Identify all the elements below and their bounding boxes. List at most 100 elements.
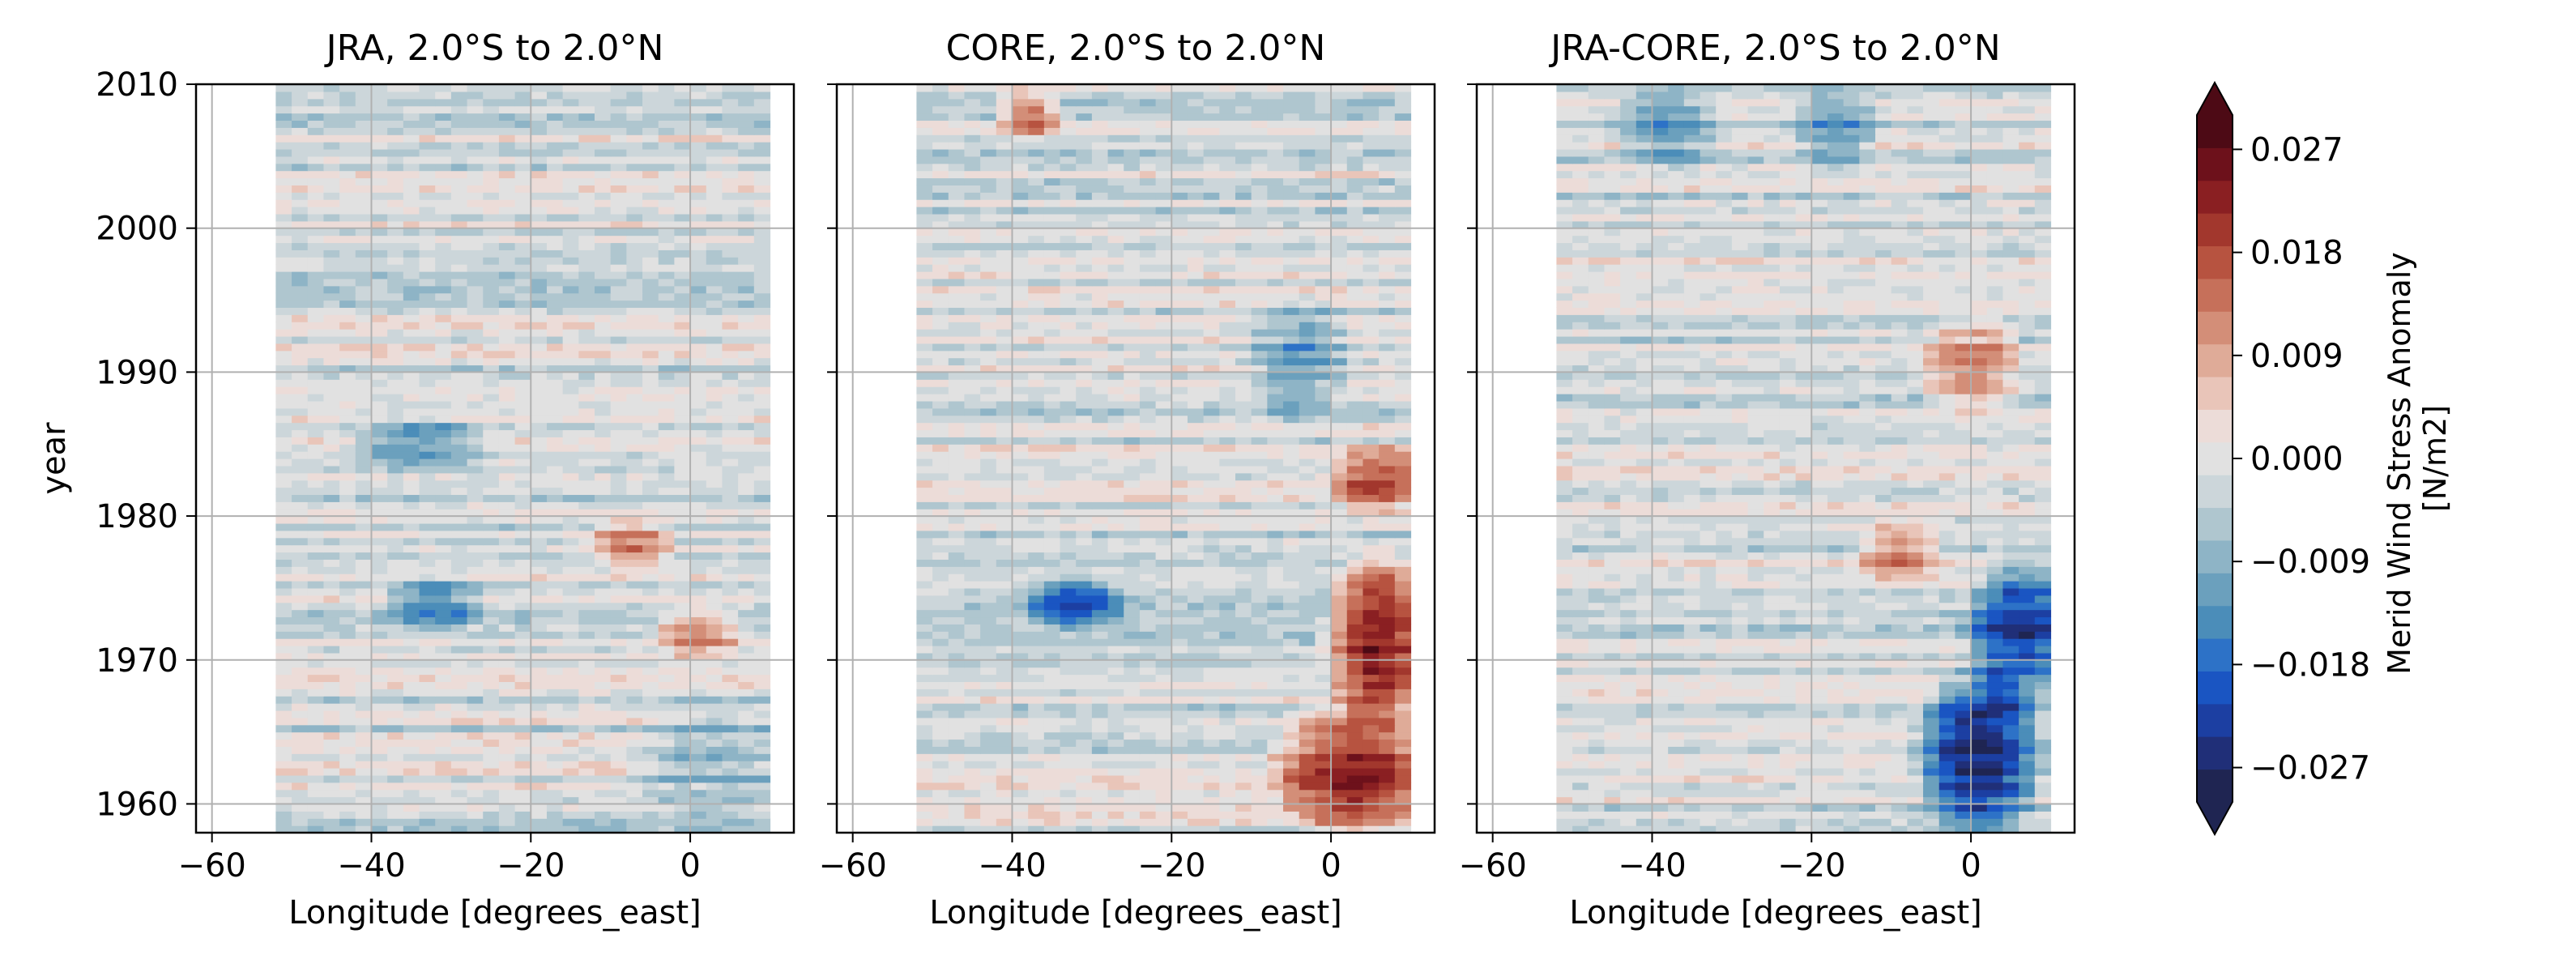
heatmap-cell <box>754 559 770 566</box>
heatmap-cell <box>403 301 420 308</box>
heatmap-cell <box>1235 782 1252 790</box>
heatmap-cell <box>1044 667 1060 675</box>
heatmap-cell <box>722 437 738 444</box>
heatmap-cell <box>1140 768 1156 775</box>
heatmap-cell <box>642 559 659 566</box>
heatmap-cell <box>323 271 339 279</box>
heatmap-cell <box>339 120 356 127</box>
heatmap-cell <box>1140 646 1156 653</box>
heatmap-cell <box>996 638 1013 646</box>
heatmap-cell <box>323 804 339 811</box>
heatmap-cell <box>754 775 770 782</box>
heatmap-cell <box>578 192 595 199</box>
heatmap-cell <box>420 379 436 386</box>
heatmap-cell <box>706 624 723 631</box>
heatmap-cell <box>980 488 996 495</box>
heatmap-cell <box>1283 646 1299 653</box>
heatmap-cell <box>690 286 706 293</box>
heatmap-cell <box>722 301 738 308</box>
heatmap-cell <box>515 386 531 394</box>
heatmap-cell <box>1252 516 1268 523</box>
heatmap-cell <box>308 423 324 430</box>
heatmap-cell <box>1219 624 1235 631</box>
heatmap-cell <box>1140 595 1156 603</box>
heatmap-cell <box>467 164 484 171</box>
heatmap-cell <box>1347 688 1363 696</box>
heatmap-cell <box>547 214 563 221</box>
heatmap-cell <box>1204 761 1220 768</box>
heatmap-cell <box>420 343 436 351</box>
heatmap-cell <box>611 725 627 732</box>
heatmap-cell <box>1108 775 1124 782</box>
heatmap-cell <box>1283 466 1299 473</box>
heatmap-cell <box>1044 804 1060 811</box>
heatmap-cell <box>356 696 372 703</box>
heatmap-cell <box>563 271 579 279</box>
heatmap-cell <box>563 718 579 725</box>
heatmap-cell <box>499 488 515 495</box>
heatmap-cell <box>371 581 387 588</box>
heatmap-cell <box>403 790 420 797</box>
heatmap-cell <box>371 732 387 740</box>
heatmap-cell <box>1267 516 1283 523</box>
heatmap-cell <box>1204 494 1220 501</box>
heatmap-cell <box>1267 444 1283 451</box>
heatmap-cell <box>467 257 484 264</box>
heatmap-cell <box>1299 610 1316 617</box>
heatmap-cell <box>1395 595 1411 603</box>
heatmap-cell <box>706 156 723 164</box>
heatmap-cell <box>387 164 403 171</box>
heatmap-cell <box>467 192 484 199</box>
heatmap-cell <box>323 531 339 538</box>
heatmap-cell <box>964 458 980 466</box>
heatmap-cell <box>356 322 372 329</box>
heatmap-cell <box>531 228 547 236</box>
heatmap-cell <box>1012 667 1028 675</box>
heatmap-cell <box>690 588 706 595</box>
heatmap-cell <box>706 638 723 646</box>
heatmap-cell <box>563 228 579 236</box>
heatmap-cell <box>1108 523 1124 531</box>
heatmap-cell <box>1092 703 1108 710</box>
heatmap-cell <box>356 351 372 358</box>
heatmap-cell <box>1395 444 1411 451</box>
heatmap-cell <box>371 667 387 675</box>
heatmap-cell <box>754 386 770 394</box>
heatmap-cell <box>1092 437 1108 444</box>
heatmap-cell <box>1124 559 1140 566</box>
heatmap-cell <box>387 286 403 293</box>
heatmap-cell <box>323 358 339 365</box>
heatmap-cell <box>1092 494 1108 501</box>
heatmap-cell <box>1171 523 1188 531</box>
heatmap-cell <box>1124 595 1140 603</box>
heatmap-cell <box>435 99 451 106</box>
heatmap-cell <box>738 531 754 538</box>
heatmap-cell <box>754 329 770 336</box>
heatmap-cell <box>435 242 451 249</box>
heatmap-cell <box>547 301 563 308</box>
heatmap-cell <box>499 790 515 797</box>
heatmap-cell <box>754 646 770 653</box>
heatmap-cell <box>1299 603 1316 610</box>
heatmap-cell <box>642 171 659 178</box>
heatmap-cell <box>949 473 965 480</box>
heatmap-cell <box>932 480 949 488</box>
heatmap-cell <box>515 214 531 221</box>
heatmap-cell <box>754 768 770 775</box>
heatmap-cell <box>339 616 356 624</box>
heatmap-cell <box>563 616 579 624</box>
heatmap-cell <box>515 437 531 444</box>
heatmap-cell <box>420 790 436 797</box>
heatmap-cell <box>964 573 980 581</box>
heatmap-cell <box>1171 710 1188 718</box>
heatmap-cell <box>499 710 515 718</box>
heatmap-cell <box>932 732 949 740</box>
heatmap-cell <box>980 559 996 566</box>
heatmap-cell <box>323 214 339 221</box>
heatmap-cell <box>435 624 451 631</box>
heatmap-cell <box>1076 588 1092 595</box>
heatmap-cell <box>706 142 723 149</box>
heatmap-cell <box>754 746 770 753</box>
heatmap-cell <box>595 416 611 423</box>
heatmap-cell <box>483 351 499 358</box>
